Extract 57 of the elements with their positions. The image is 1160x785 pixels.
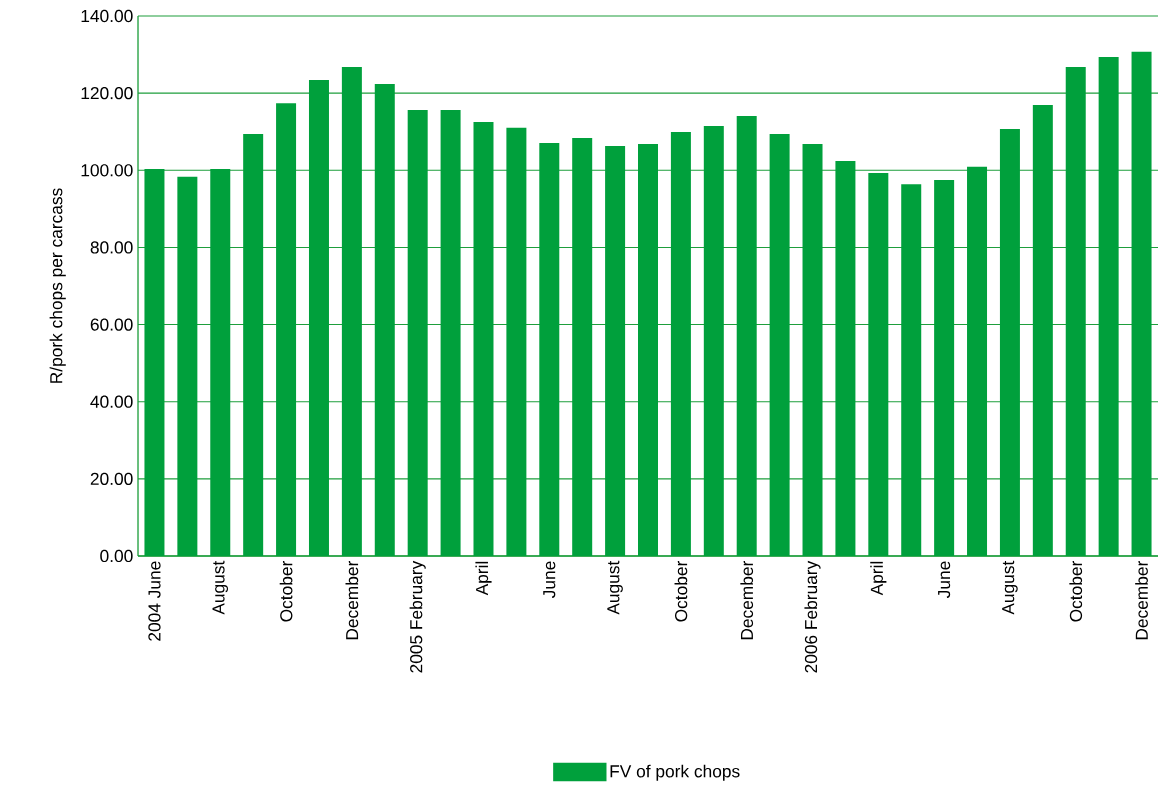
x-tick-label: October [279, 561, 293, 622]
legend-label: FV of pork chops [610, 764, 740, 781]
x-tick-label: April [870, 561, 887, 596]
bar [506, 127, 527, 556]
bar [638, 144, 658, 556]
bar [473, 122, 494, 556]
bar [177, 176, 198, 556]
bar [1098, 56, 1119, 556]
x-tick-label: December [740, 561, 754, 640]
bar [440, 110, 461, 556]
bar [670, 132, 691, 556]
bar [1032, 105, 1053, 556]
bar [341, 66, 362, 556]
y-axis-title: R/pork chops per carcass [49, 188, 66, 383]
x-tick-label: 2006 February [804, 560, 821, 673]
bar [802, 144, 823, 556]
bar [868, 172, 889, 556]
x-tick-label: October [674, 561, 688, 622]
x-tick-label: April [475, 561, 492, 596]
y-tick-label: 100.00 [81, 164, 133, 177]
bar [901, 184, 922, 556]
bar [605, 145, 626, 556]
y-tick-label: 120.00 [81, 87, 133, 100]
bar [276, 103, 297, 556]
x-tick-label: October [1069, 561, 1083, 622]
bar [967, 166, 988, 556]
x-tick-label: 2005 February [409, 560, 426, 673]
x-tick-label: December [345, 561, 359, 640]
x-tick-label: June [938, 561, 951, 599]
bar [769, 134, 790, 556]
x-tick-label: August [1002, 560, 1018, 615]
x-tick-label: June [543, 561, 556, 599]
y-tick-label: 0.00 [100, 549, 133, 563]
bar [308, 80, 329, 556]
bar [243, 134, 264, 556]
x-tick-label: August [607, 560, 623, 615]
bar [1131, 51, 1152, 556]
bar [144, 169, 165, 556]
x-tick-label: December [1135, 561, 1148, 640]
bar [539, 142, 560, 556]
bar [835, 161, 856, 556]
bar [736, 115, 757, 556]
y-tick-label: 40.00 [90, 395, 133, 408]
bar [999, 129, 1020, 556]
bar [407, 110, 428, 556]
y-tick-label: 60.00 [90, 318, 133, 331]
x-tick-label: 2004 June [148, 561, 161, 641]
bar [1065, 66, 1086, 556]
x-tick-label: August [212, 560, 229, 615]
y-tick-label: 140.00 [81, 9, 133, 23]
bar [703, 125, 724, 556]
y-tick-label: 80.00 [90, 241, 133, 254]
bar [572, 137, 593, 556]
y-tick-label: 20.00 [90, 472, 133, 485]
bar [934, 179, 955, 556]
bar [374, 83, 395, 556]
bar [210, 169, 231, 556]
